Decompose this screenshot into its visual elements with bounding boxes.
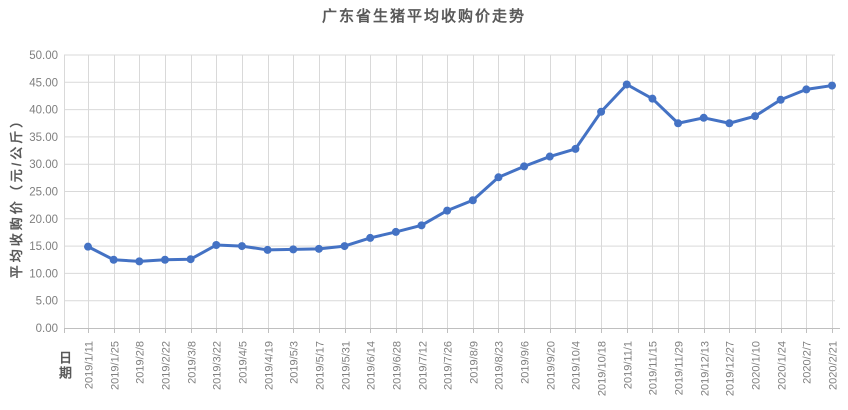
data-point bbox=[340, 242, 349, 251]
x-tick-label: 2019/1/11 bbox=[84, 341, 96, 389]
x-tick-label: 2020/1/10 bbox=[751, 341, 763, 390]
data-point bbox=[699, 113, 708, 122]
x-tick-label: 2019/9/20 bbox=[546, 341, 558, 390]
data-point bbox=[289, 245, 298, 254]
data-point bbox=[263, 245, 272, 254]
x-tick-label: 2019/3/22 bbox=[212, 341, 224, 390]
data-point bbox=[417, 221, 426, 230]
y-tick-label: 30.00 bbox=[29, 159, 58, 171]
data-point bbox=[237, 242, 246, 251]
y-tick-label: 25.00 bbox=[29, 187, 58, 199]
data-point bbox=[802, 85, 811, 94]
y-tick-label: 50.00 bbox=[29, 50, 58, 62]
x-tick-label: 2019/11/29 bbox=[674, 341, 686, 395]
data-point bbox=[725, 119, 734, 128]
x-tick-label: 2019/5/31 bbox=[341, 341, 353, 390]
y-tick-label: 20.00 bbox=[29, 214, 58, 226]
y-tick-label: 5.00 bbox=[36, 296, 58, 308]
x-axis-title: 日期 bbox=[57, 351, 72, 381]
data-point bbox=[571, 144, 580, 153]
data-point bbox=[366, 233, 375, 242]
x-tick-label: 2019/12/13 bbox=[700, 341, 712, 396]
x-tick-label: 2019/11/15 bbox=[648, 341, 660, 395]
data-point bbox=[648, 94, 657, 103]
y-tick-label: 40.00 bbox=[29, 105, 58, 117]
x-tick-label: 2019/1/25 bbox=[110, 341, 122, 390]
data-point bbox=[160, 255, 169, 264]
x-tick-label: 2019/7/26 bbox=[443, 341, 455, 390]
x-tick-label: 2019/9/6 bbox=[520, 341, 532, 384]
data-point bbox=[828, 81, 836, 90]
x-tick-label: 2019/4/5 bbox=[238, 341, 250, 384]
x-tick-label: 2019/2/8 bbox=[135, 341, 147, 384]
data-point bbox=[391, 227, 400, 236]
data-point bbox=[109, 255, 118, 264]
x-tick-label: 2019/4/19 bbox=[264, 341, 276, 390]
data-point bbox=[212, 241, 221, 250]
data-point bbox=[494, 173, 503, 182]
x-tick-label: 2019/5/17 bbox=[315, 341, 327, 390]
x-tick-label: 2019/3/8 bbox=[187, 341, 199, 384]
y-tick-label: 15.00 bbox=[29, 241, 58, 253]
data-point bbox=[520, 162, 529, 171]
data-point bbox=[545, 152, 554, 161]
x-tick-label: 2020/1/24 bbox=[777, 341, 789, 390]
x-tick-label: 2019/8/9 bbox=[469, 341, 481, 384]
data-point bbox=[135, 257, 144, 266]
x-tick-label: 2019/6/14 bbox=[366, 341, 378, 390]
x-tick-label: 2019/5/3 bbox=[289, 341, 301, 384]
x-tick-label: 2019/11/1 bbox=[623, 341, 635, 389]
data-point bbox=[674, 119, 683, 128]
x-tick-label: 2020/2/7 bbox=[802, 341, 814, 384]
y-tick-label: 45.00 bbox=[29, 77, 58, 89]
data-point bbox=[468, 196, 477, 205]
x-tick-label: 2019/10/18 bbox=[597, 341, 609, 396]
x-tick-label: 2019/8/23 bbox=[494, 341, 506, 390]
data-point bbox=[597, 107, 606, 116]
x-tick-label: 2019/6/28 bbox=[392, 341, 404, 390]
x-tick-label: 2019/10/4 bbox=[571, 341, 583, 390]
chart-title: 广东省生猪平均收购价走势 bbox=[321, 8, 526, 25]
x-tick-label: 2019/12/27 bbox=[725, 341, 737, 396]
y-tick-label: 10.00 bbox=[29, 268, 58, 280]
y-tick-label: 0.00 bbox=[36, 323, 58, 335]
x-tick-label: 2020/2/21 bbox=[828, 341, 840, 390]
data-point bbox=[186, 255, 195, 264]
data-point bbox=[776, 95, 785, 104]
y-tick-label: 35.00 bbox=[29, 132, 58, 144]
x-tick-label: 2019/7/12 bbox=[418, 341, 430, 390]
price-line bbox=[86, 82, 834, 263]
data-point bbox=[443, 206, 452, 215]
data-point bbox=[314, 244, 323, 253]
x-tick-label: 2019/2/22 bbox=[161, 341, 173, 390]
data-point bbox=[622, 80, 631, 89]
data-point bbox=[84, 242, 92, 251]
data-point bbox=[751, 112, 760, 121]
